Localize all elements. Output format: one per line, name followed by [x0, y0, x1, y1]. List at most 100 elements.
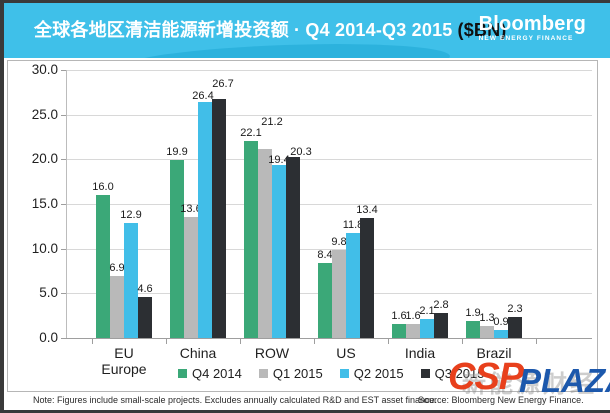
bar-q1-2015-brazil — [480, 326, 494, 338]
y-axis-tick — [61, 204, 66, 205]
y-axis-line — [66, 70, 67, 338]
bar-value-label: 6.9 — [109, 262, 125, 275]
x-axis-line — [62, 338, 592, 339]
grid-line — [66, 204, 592, 205]
chart-legend: Q4 2014 Q1 2015 Q2 2015 Q3 2015 — [178, 366, 485, 381]
header-band: 全球各地区清洁能源新增投资额 · Q4 2014-Q3 2015 ($BN) Bl… — [0, 3, 610, 58]
legend-item-q4-2014: Q4 2014 — [178, 366, 242, 381]
bar-q3-2015-china — [212, 99, 226, 338]
bar-q3-2015-us — [360, 218, 374, 338]
bar-value-label: 26.7 — [212, 78, 234, 91]
bar-q4-2014-brazil — [466, 321, 480, 338]
x-axis-tick — [462, 339, 463, 344]
bar-value-label: 13.4 — [356, 204, 378, 217]
bar-value-label: 2.8 — [433, 298, 449, 311]
bar-q3-2015-india — [434, 312, 448, 338]
bar-value-label: 19.9 — [166, 146, 188, 159]
bar-value-label: 11.8 — [342, 218, 364, 231]
bottom-border — [0, 410, 610, 413]
bar-q1-2015-china — [184, 216, 198, 338]
bar-value-label: 1.6 — [391, 309, 407, 322]
legend-item-q2-2015: Q2 2015 — [339, 366, 404, 381]
bar-value-label: 20.3 — [290, 145, 312, 158]
bar-q4-2014-row — [244, 140, 258, 338]
bar-value-label: 21.2 — [261, 115, 283, 128]
bar-q2-2015-india — [420, 319, 434, 338]
bloomberg-logo-name: Bloomberg — [478, 13, 586, 35]
bar-value-label: 13.6 — [180, 202, 202, 215]
bar-value-label: 12.9 — [120, 208, 142, 221]
bloomberg-logo: Bloomberg NEW ENERGY FINANCE — [479, 14, 586, 42]
legend-swatch — [339, 369, 349, 378]
x-category-label: EU Europe — [101, 345, 147, 377]
legend-label: Q3 2015 — [434, 366, 485, 381]
bar-value-label: 1.6 — [405, 309, 421, 322]
bar-q2-2015-row — [272, 164, 286, 338]
bar-value-label: 1.3 — [479, 312, 495, 325]
bar-q4-2014-china — [170, 160, 184, 338]
legend-swatch — [258, 369, 268, 378]
title-main: 全球各地区清洁能源新增投资额 · Q4 2014-Q3 2015 — [34, 20, 453, 40]
bar-q3-2015-eu-europe — [138, 296, 152, 338]
bar-q2-2015-us — [346, 232, 360, 338]
bar-value-label: 2.3 — [507, 303, 523, 316]
y-axis-tick-label: 0.0 — [39, 330, 58, 345]
y-axis-tick-label: 20.0 — [31, 151, 58, 167]
y-axis-tick — [61, 248, 66, 250]
bar-value-label: 26.4 — [192, 90, 214, 103]
x-category-label: India — [404, 345, 436, 361]
legend-swatch — [420, 369, 430, 378]
bar-value-label: 9.8 — [331, 236, 347, 249]
y-axis-tick — [61, 159, 66, 161]
bar-value-label: 4.6 — [137, 282, 153, 295]
bar-q4-2014-india — [392, 323, 406, 338]
y-axis-tick — [61, 293, 66, 295]
x-axis-tick — [314, 339, 315, 344]
grid-line — [66, 248, 592, 250]
bar-q4-2014-us — [318, 262, 332, 338]
page-title: 全球各地区清洁能源新增投资额 · Q4 2014-Q3 2015 ($BN) — [34, 3, 507, 58]
y-axis-tick-label: 30.0 — [31, 62, 58, 77]
bar-value-label: 19.4 — [268, 153, 290, 166]
legend-label: Q2 2015 — [353, 366, 404, 381]
grid-line — [66, 70, 592, 71]
x-axis-tick — [240, 339, 241, 344]
grid-line — [66, 114, 592, 116]
x-category-label: China — [179, 345, 217, 361]
bar-value-label: 22.1 — [240, 126, 262, 139]
x-category-label: Brazil — [476, 345, 512, 361]
bar-q3-2015-brazil — [508, 317, 522, 338]
legend-label: Q1 2015 — [272, 366, 323, 381]
bar-q3-2015-row — [286, 156, 300, 338]
bar-q1-2015-india — [406, 323, 420, 338]
y-axis-tick-label: 15.0 — [31, 196, 58, 211]
left-border — [0, 0, 4, 413]
bar-q1-2015-eu-europe — [110, 276, 124, 338]
legend-item-q1-2015: Q1 2015 — [258, 366, 323, 381]
x-category-label: ROW — [254, 345, 290, 361]
bar-value-label: 1.9 — [465, 307, 481, 320]
x-axis-tick — [388, 339, 389, 344]
bar-value-label: 8.4 — [317, 248, 333, 261]
bar-value-label: 16.0 — [92, 181, 114, 194]
x-category-label: US — [336, 345, 356, 361]
bar-q2-2015-china — [198, 102, 212, 338]
grid-line — [66, 159, 592, 161]
y-axis-tick — [61, 70, 66, 71]
legend-label: Q4 2014 — [192, 366, 242, 381]
bar-q4-2014-eu-europe — [96, 195, 110, 338]
bloomberg-logo-subtitle: NEW ENERGY FINANCE — [478, 35, 574, 42]
x-axis-tick — [166, 339, 167, 344]
title-unit: ($BN) — [457, 20, 507, 40]
bar-q1-2015-us — [332, 250, 346, 338]
legend-item-q3-2015: Q3 2015 — [420, 366, 485, 381]
y-axis-tick-label: 10.0 — [31, 240, 58, 256]
x-axis-tick — [536, 339, 537, 344]
y-axis-tick-label: 25.0 — [31, 106, 58, 122]
y-axis-tick-label: 5.0 — [39, 285, 58, 301]
top-border — [0, 0, 610, 3]
footnote: Note: Figures include small-scale projec… — [33, 395, 438, 405]
source-note: Source: Bloomberg New Energy Finance. — [418, 395, 584, 405]
